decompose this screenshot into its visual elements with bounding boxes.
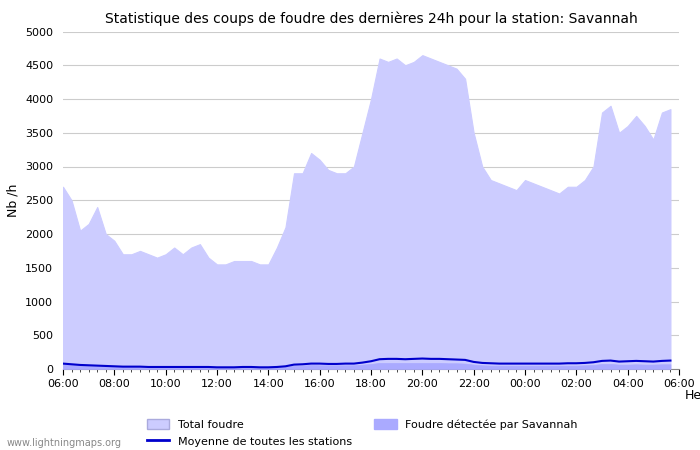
Legend: Total foudre, Moyenne de toutes les stations, Foudre détectée par Savannah: Total foudre, Moyenne de toutes les stat… (143, 415, 582, 450)
Text: Heure: Heure (685, 389, 700, 402)
Y-axis label: Nb /h: Nb /h (6, 184, 20, 217)
Text: www.lightningmaps.org: www.lightningmaps.org (7, 438, 122, 448)
Title: Statistique des coups de foudre des dernières 24h pour la station: Savannah: Statistique des coups de foudre des dern… (104, 12, 638, 26)
